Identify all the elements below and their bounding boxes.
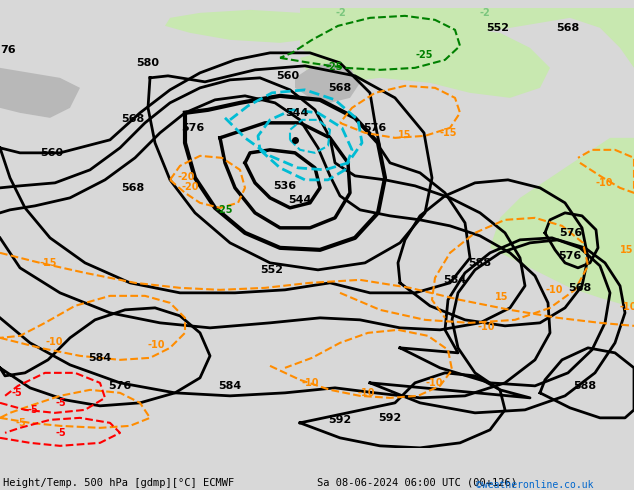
- Text: ©weatheronline.co.uk: ©weatheronline.co.uk: [476, 480, 593, 490]
- Text: -20: -20: [178, 172, 195, 182]
- Text: -25: -25: [325, 62, 342, 72]
- Text: 15: 15: [398, 130, 411, 140]
- Text: 15: 15: [620, 245, 633, 255]
- Text: 568: 568: [121, 114, 145, 124]
- Text: -10: -10: [45, 337, 63, 347]
- Text: -5: -5: [55, 428, 66, 438]
- Text: 568: 568: [121, 183, 145, 193]
- Text: 76: 76: [0, 45, 16, 55]
- Text: -25: -25: [215, 205, 233, 215]
- Text: 584: 584: [218, 381, 242, 391]
- Text: -5: -5: [12, 388, 23, 398]
- Text: -5: -5: [55, 398, 66, 408]
- Text: 544: 544: [285, 108, 309, 118]
- Text: -25: -25: [415, 50, 432, 60]
- Text: 584: 584: [443, 275, 467, 285]
- Text: -5: -5: [15, 418, 26, 428]
- Text: -15: -15: [40, 258, 58, 268]
- Text: 588: 588: [573, 381, 597, 391]
- Text: 15: 15: [495, 292, 508, 302]
- Text: 576: 576: [108, 381, 132, 391]
- Polygon shape: [300, 28, 550, 98]
- Polygon shape: [0, 68, 80, 118]
- Polygon shape: [165, 10, 330, 43]
- Text: -15: -15: [440, 128, 458, 138]
- Text: 588: 588: [469, 258, 491, 268]
- Text: Sa 08-06-2024 06:00 UTC (00+126): Sa 08-06-2024 06:00 UTC (00+126): [317, 478, 517, 488]
- Text: -10: -10: [545, 285, 562, 295]
- Text: -5: -5: [28, 405, 39, 415]
- Text: 576: 576: [363, 123, 387, 133]
- Text: 576: 576: [559, 251, 581, 261]
- Text: 568: 568: [557, 23, 579, 33]
- Text: 552: 552: [486, 23, 510, 33]
- Text: -10: -10: [478, 322, 496, 332]
- Text: 584: 584: [88, 353, 112, 363]
- Text: -10: -10: [620, 302, 634, 312]
- Text: 560: 560: [41, 148, 63, 158]
- Text: -20: -20: [182, 182, 200, 192]
- Text: -10: -10: [302, 378, 320, 388]
- Text: -2: -2: [480, 8, 491, 18]
- Text: 560: 560: [276, 71, 299, 81]
- Text: 568: 568: [568, 283, 592, 293]
- Text: -10: -10: [148, 340, 165, 350]
- Text: 544: 544: [288, 195, 312, 205]
- Text: 536: 536: [273, 181, 297, 191]
- Text: -10: -10: [358, 388, 375, 398]
- Text: Height/Temp. 500 hPa [gdmp][°C] ECMWF: Height/Temp. 500 hPa [gdmp][°C] ECMWF: [3, 478, 235, 488]
- Polygon shape: [295, 63, 360, 103]
- Text: 580: 580: [136, 58, 160, 68]
- Text: -2: -2: [335, 8, 346, 18]
- Polygon shape: [490, 138, 634, 308]
- Text: 592: 592: [378, 413, 401, 423]
- Text: -10: -10: [595, 178, 612, 188]
- Text: 576: 576: [181, 123, 205, 133]
- Polygon shape: [300, 8, 634, 68]
- Text: 592: 592: [328, 415, 352, 425]
- Text: 576: 576: [559, 228, 583, 238]
- Text: 568: 568: [328, 83, 352, 93]
- Text: 552: 552: [261, 265, 283, 275]
- Text: -10: -10: [425, 378, 443, 388]
